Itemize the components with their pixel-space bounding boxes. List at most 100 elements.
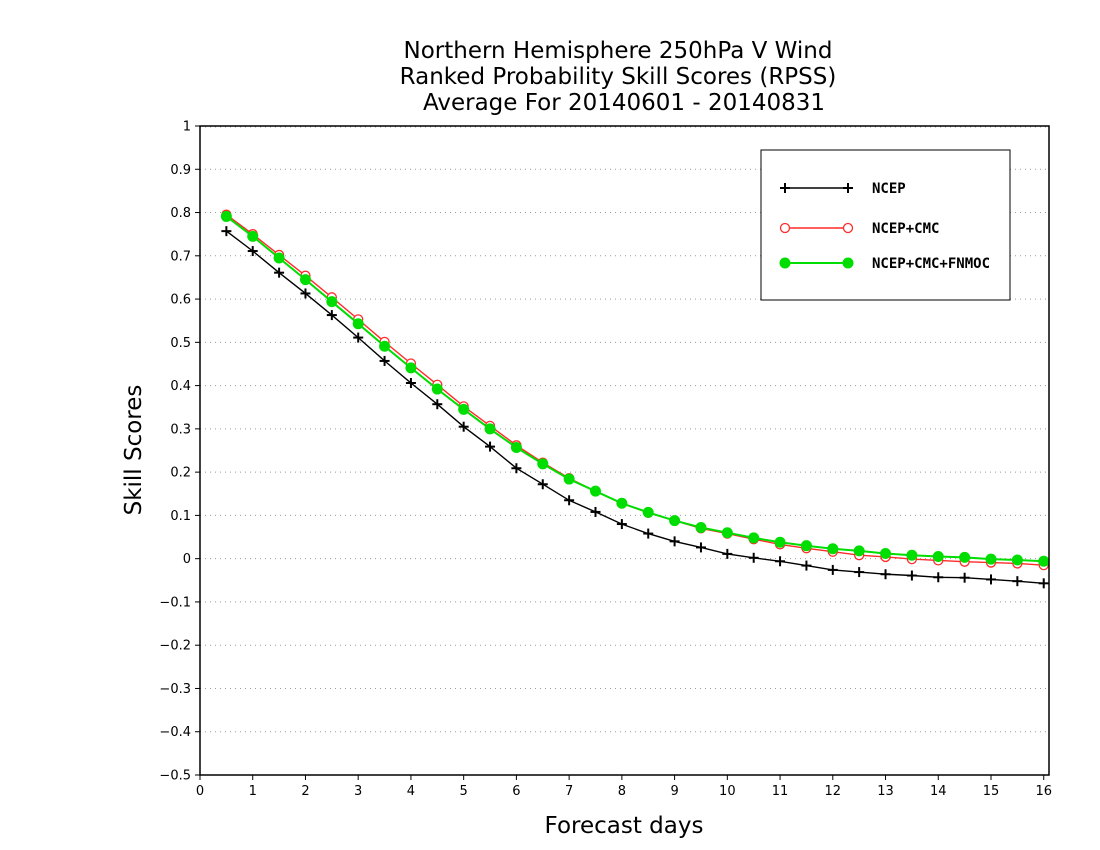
legend-label-ncep-cmc-fnmoc: NCEP+CMC+FNMOC (872, 256, 990, 272)
y-tick-label-15: −0.5 (159, 769, 191, 784)
legend-marker-left-ncep-cmc (779, 222, 791, 234)
data-point-ncep-cmc-fnmoc-28 (959, 551, 971, 563)
data-point-ncep-cmc-fnmoc-0 (220, 210, 232, 222)
series-ncep (221, 226, 1049, 589)
data-point-ncep-26 (906, 570, 917, 581)
data-point-ncep-20 (748, 552, 759, 563)
y-tick-label-11: −0.1 (159, 595, 191, 610)
data-point-ncep-11 (511, 463, 522, 474)
data-point-ncep-0 (221, 226, 232, 237)
data-series (220, 209, 1050, 589)
x-tick-label-16: 16 (1035, 784, 1052, 799)
data-point-ncep-cmc-fnmoc-2 (273, 252, 285, 264)
x-tick-label-12: 12 (825, 784, 842, 799)
chart-title-line-2: Ranked Probability Skill Scores (RPSS) (400, 64, 837, 90)
x-axis-title: Forecast days (545, 813, 704, 839)
data-point-ncep-1 (247, 246, 258, 257)
x-tick-label-15: 15 (983, 784, 1000, 799)
data-point-ncep-cmc-fnmoc-1 (247, 230, 259, 242)
data-point-ncep-22 (801, 560, 812, 571)
x-tick-label-11: 11 (772, 784, 789, 799)
legend-item-ncep-cmc: NCEP+CMC (779, 221, 939, 237)
legend-marker-left-ncep-cmc-fnmoc (779, 257, 791, 269)
data-point-ncep-27 (933, 572, 944, 583)
chart-title-line-3: Average For 20140601 - 20140831 (423, 90, 825, 116)
data-point-ncep-9 (458, 421, 469, 432)
data-point-ncep-cmc-fnmoc-18 (695, 522, 707, 534)
y-tick-label-6: 0.4 (170, 379, 191, 394)
data-point-ncep-cmc-fnmoc-24 (853, 545, 865, 557)
data-point-ncep-cmc-fnmoc-27 (932, 551, 944, 563)
x-tick-label-6: 6 (512, 784, 520, 799)
data-point-ncep-16 (643, 528, 654, 539)
data-point-ncep-21 (775, 556, 786, 567)
data-point-ncep-cmc-fnmoc-4 (326, 296, 338, 308)
legend-label-ncep-cmc: NCEP+CMC (872, 221, 939, 237)
y-tick-label-1: 0.9 (170, 163, 191, 178)
data-point-ncep-cmc-fnmoc-7 (405, 362, 417, 374)
legend-items: NCEP NCEP+CMC NCEP+CMC+FNMOC (779, 181, 990, 272)
data-point-ncep-25 (880, 569, 891, 580)
x-tick-label-3: 3 (354, 784, 362, 799)
y-tick-label-14: −0.4 (159, 725, 191, 740)
y-tick-label-2: 0.8 (170, 206, 191, 221)
y-tick-label-12: −0.2 (159, 639, 191, 654)
x-tick-label-2: 2 (301, 784, 309, 799)
data-point-ncep-cmc-fnmoc-25 (880, 547, 892, 559)
legend-marker-left-ncep (780, 183, 790, 193)
legend-marker-right-ncep-cmc-fnmoc (842, 257, 854, 269)
x-tick-label-7: 7 (565, 784, 573, 799)
y-tick-label-4: 0.6 (170, 293, 191, 308)
legend-marker-right-ncep (843, 183, 853, 193)
data-point-ncep-cmc-fnmoc-29 (985, 553, 997, 565)
data-point-ncep-10 (485, 441, 496, 452)
data-point-ncep-cmc-fnmoc-22 (800, 540, 812, 552)
data-point-ncep-28 (959, 572, 970, 583)
data-point-ncep-cmc-fnmoc-3 (299, 274, 311, 286)
data-point-ncep-cmc-fnmoc-20 (748, 532, 760, 544)
legend-box (760, 149, 1011, 301)
x-tick-label-13: 13 (877, 784, 894, 799)
data-point-ncep-19 (722, 548, 733, 559)
x-tick-label-5: 5 (460, 784, 468, 799)
data-point-ncep-12 (537, 479, 548, 490)
data-point-ncep-cmc-fnmoc-21 (774, 536, 786, 548)
data-point-ncep-30 (1012, 576, 1023, 587)
x-axis: 0 1 2 3 4 5 6 7 8 9 10 11 12 13 14 15 16 (196, 775, 1052, 799)
y-tick-label-0: 1 (183, 120, 191, 135)
x-tick-label-0: 0 (196, 784, 204, 799)
data-point-ncep-23 (827, 564, 838, 575)
legend-item-ncep-cmc-fnmoc: NCEP+CMC+FNMOC (779, 256, 990, 272)
data-point-ncep-31 (1038, 578, 1049, 589)
data-point-ncep-cmc-fnmoc-12 (537, 458, 549, 470)
x-tick-label-4: 4 (407, 784, 415, 799)
y-tick-label-10: 0 (183, 552, 191, 567)
data-point-ncep-cmc-fnmoc-17 (669, 515, 681, 527)
data-point-ncep-cmc-fnmoc-23 (827, 543, 839, 555)
y-axis: 1 0.9 0.8 0.7 0.6 0.5 0.4 0.3 0.2 0.1 0 −0.1 −0.2 −0.… (159, 120, 200, 784)
legend-marker-right-ncep-cmc (842, 222, 854, 234)
data-point-ncep-cmc-fnmoc-11 (510, 441, 522, 453)
plot-frame (199, 125, 1050, 776)
x-tick-label-8: 8 (618, 784, 626, 799)
data-point-ncep-4 (326, 310, 337, 321)
data-point-ncep-cmc-fnmoc-9 (458, 403, 470, 415)
data-point-ncep-cmc-fnmoc-6 (379, 340, 391, 352)
y-tick-label-3: 0.7 (170, 249, 191, 264)
y-tick-label-8: 0.2 (170, 466, 191, 481)
x-tick-label-10: 10 (719, 784, 736, 799)
y-tick-label-5: 0.5 (170, 336, 191, 351)
data-point-ncep-cmc-fnmoc-16 (642, 506, 654, 518)
data-point-ncep-cmc-fnmoc-15 (616, 497, 628, 509)
data-point-ncep-cmc-fnmoc-8 (431, 383, 443, 395)
data-point-ncep-cmc-fnmoc-19 (721, 527, 733, 539)
chart-title-line-1: Northern Hemisphere 250hPa V Wind (404, 38, 833, 64)
data-point-ncep-2 (274, 267, 285, 278)
data-point-ncep-24 (854, 567, 865, 578)
data-point-ncep-cmc-fnmoc-5 (352, 318, 364, 330)
legend-item-ncep: NCEP (780, 181, 906, 197)
y-axis-title: Skill Scores (121, 385, 147, 516)
data-point-ncep-7 (405, 378, 416, 389)
data-point-ncep-3 (300, 288, 311, 299)
